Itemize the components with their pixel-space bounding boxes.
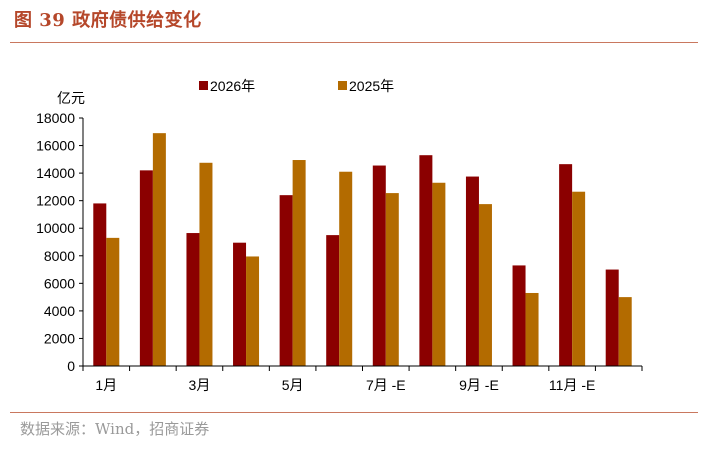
bar-2026年-6月 xyxy=(326,235,340,366)
y-tick-label: 10000 xyxy=(36,220,75,236)
x-tick-label: 1月 xyxy=(95,377,117,393)
y-tick-label: 0 xyxy=(67,358,75,374)
bar-2026年-1月 xyxy=(93,203,107,366)
bar-2025年-6月 xyxy=(339,171,353,366)
bar-2025年-5月 xyxy=(292,160,306,366)
figure-title: 图 39 政府债供给变化 xyxy=(14,10,202,31)
bar-2026年-10月-E xyxy=(512,265,526,366)
bar-2025年-8月-E xyxy=(432,182,446,366)
bar-2026年-2月 xyxy=(139,170,153,366)
x-axis: 1月 3月 5月 7月 -E 9月 -E 11月 -E xyxy=(82,365,643,393)
x-tick-label: 7月 -E xyxy=(366,377,406,393)
y-tick-label: 16000 xyxy=(36,138,75,154)
y-tick-label: 6000 xyxy=(44,275,75,291)
x-tick-label: 11月 -E xyxy=(549,377,595,393)
bar-2025年-2月 xyxy=(152,133,166,366)
bar-2026年-12月-E xyxy=(605,269,619,366)
y-tick-label: 2000 xyxy=(44,330,75,346)
bar-2026年-8月-E xyxy=(419,155,433,366)
bar-2025年-9月-E xyxy=(478,204,492,366)
x-tick-label: 9月 -E xyxy=(459,377,499,393)
bar-2026年-5月 xyxy=(279,195,293,366)
bar-2026年-4月 xyxy=(233,242,247,366)
x-tick-label: 5月 xyxy=(282,377,304,393)
top-rule xyxy=(10,42,698,43)
bar-2025年-12月-E xyxy=(618,297,632,366)
source-note: 数据来源：Wind，招商证券 xyxy=(20,420,210,438)
bottom-rule xyxy=(10,412,698,413)
legend: 2026年 2025年 xyxy=(199,78,394,94)
bars xyxy=(93,133,632,366)
bar-2025年-11月-E xyxy=(572,191,586,366)
bar-2025年-4月 xyxy=(246,256,260,366)
bar-2026年-11月-E xyxy=(559,164,573,366)
y-axis-unit-label: 亿元 xyxy=(57,90,85,106)
bar-2025年-7月-E xyxy=(385,193,399,366)
bar-2025年-10月-E xyxy=(525,292,539,366)
legend-label: 2025年 xyxy=(349,78,394,94)
y-axis: 0 2000 4000 6000 8000 10000 12000 14000 16000 180… xyxy=(36,110,84,374)
bar-2025年-3月 xyxy=(199,162,213,366)
bar-2026年-7月-E xyxy=(372,165,386,366)
y-tick-label: 8000 xyxy=(44,248,75,264)
legend-label: 2026年 xyxy=(210,78,255,94)
bar-2025年-1月 xyxy=(106,237,120,366)
y-tick-label: 12000 xyxy=(36,193,75,209)
legend-swatch xyxy=(338,81,347,90)
y-tick-label: 4000 xyxy=(44,303,75,319)
legend-swatch xyxy=(199,81,208,90)
bar-2026年-9月-E xyxy=(465,176,479,366)
bar-2026年-3月 xyxy=(186,233,200,366)
y-tick-label: 14000 xyxy=(36,165,75,181)
x-tick-label: 3月 xyxy=(189,377,211,393)
y-tick-label: 18000 xyxy=(36,110,75,126)
